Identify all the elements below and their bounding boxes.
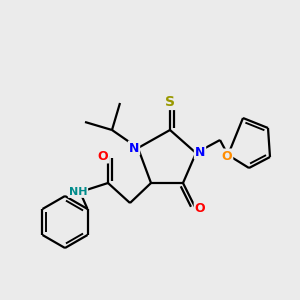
Text: N: N — [129, 142, 139, 154]
Text: O: O — [195, 202, 205, 215]
Text: O: O — [222, 149, 232, 163]
Text: NH: NH — [69, 187, 87, 197]
Text: S: S — [165, 95, 175, 109]
Text: N: N — [195, 146, 205, 158]
Text: O: O — [98, 149, 108, 163]
